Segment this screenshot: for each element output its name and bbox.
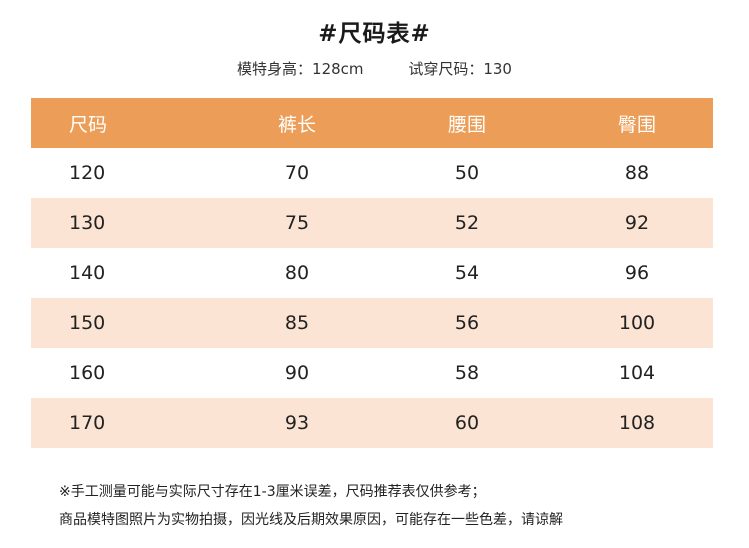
- hip-cell: 100: [618, 312, 656, 334]
- measurement-note: ※手工测量可能与实际尺寸存在1-3厘米误差，尺码推荐表仅供参考；: [59, 484, 486, 500]
- table-row: 150 85 56 100: [31, 298, 713, 348]
- hip-cell: 104: [618, 362, 656, 384]
- header-waist: 腰围: [447, 113, 486, 136]
- header-pants-length: 裤长: [277, 113, 316, 136]
- size-cell: 130: [69, 212, 106, 234]
- size-table: 尺码 裤长 腰围 臀围 120 70 50 88 130 75 52 92 14…: [31, 98, 713, 448]
- size-cell: 160: [69, 362, 106, 384]
- waist-cell: 56: [454, 312, 480, 334]
- pants-length-cell: 90: [284, 362, 310, 384]
- pants-length-cell: 70: [284, 162, 310, 184]
- table-header-row: 尺码 裤长 腰围 臀围: [31, 98, 713, 148]
- pants-length-cell: 80: [284, 262, 310, 284]
- tried-size-text: 试穿尺码：130: [408, 60, 512, 78]
- table-row: 170 93 60 108: [31, 398, 713, 448]
- size-cell: 150: [69, 312, 106, 334]
- notes: ※手工测量可能与实际尺寸存在1-3厘米误差，尺码推荐表仅供参考； 商品模特图照片…: [59, 478, 739, 534]
- size-cell: 140: [69, 262, 106, 284]
- page-title: #尺码表#: [318, 21, 431, 47]
- waist-cell: 58: [454, 362, 480, 384]
- hip-cell: 88: [624, 162, 650, 184]
- waist-cell: 54: [454, 262, 480, 284]
- hip-cell: 108: [618, 412, 656, 434]
- table-row: 140 80 54 96: [31, 248, 713, 298]
- header-size: 尺码: [69, 113, 108, 136]
- waist-cell: 52: [454, 212, 480, 234]
- color-note: 商品模特图照片为实物拍摄，因光线及后期效果原因，可能存在一些色差，请谅解: [59, 512, 563, 528]
- size-cell: 120: [69, 162, 106, 184]
- hip-cell: 92: [624, 212, 650, 234]
- pants-length-cell: 93: [284, 412, 310, 434]
- waist-cell: 50: [454, 162, 480, 184]
- pants-length-cell: 85: [284, 312, 310, 334]
- header-hip: 臀围: [617, 113, 656, 136]
- pants-length-cell: 75: [284, 212, 310, 234]
- waist-cell: 60: [454, 412, 480, 434]
- size-cell: 170: [69, 412, 106, 434]
- model-info: 模特身高：128cm 试穿尺码：130: [0, 58, 749, 79]
- table-row: 130 75 52 92: [31, 198, 713, 248]
- hip-cell: 96: [624, 262, 650, 284]
- table-row: 160 90 58 104: [31, 348, 713, 398]
- table-row: 120 70 50 88: [31, 148, 713, 198]
- model-height-text: 模特身高：128cm: [237, 60, 364, 78]
